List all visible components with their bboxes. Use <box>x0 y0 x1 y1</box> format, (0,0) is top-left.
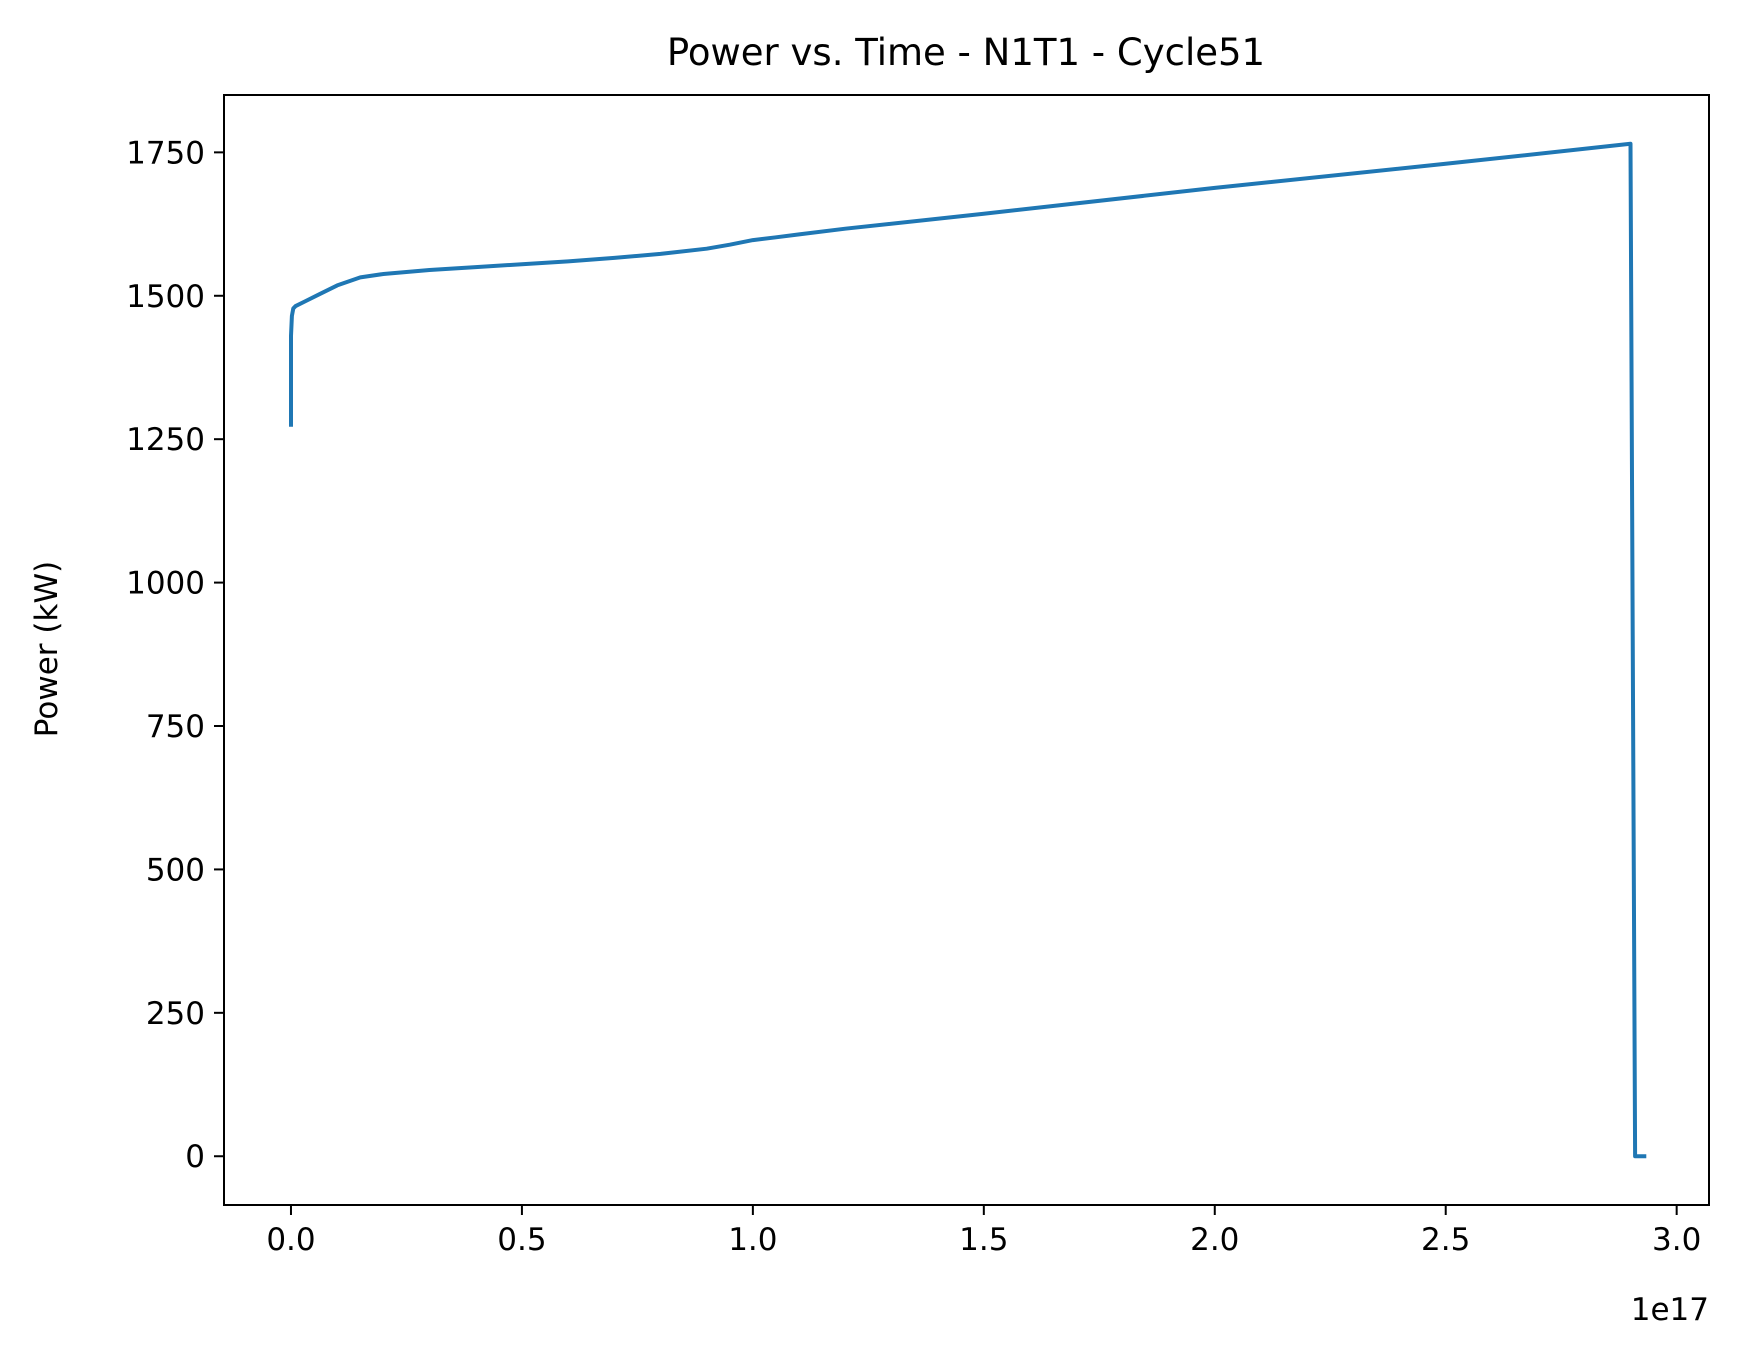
chart-title: Power vs. Time - N1T1 - Cycle51 <box>667 31 1265 74</box>
y-tick-label: 1750 <box>126 135 205 171</box>
y-tick-label: 0 <box>185 1139 205 1175</box>
x-tick-label: 2.0 <box>1190 1222 1239 1258</box>
plot-area <box>289 141 1647 1159</box>
y-axis-ticks: 0 250 500 750 1000 1250 1500 1750 <box>126 135 224 1175</box>
y-tick-label: 1000 <box>126 566 205 602</box>
y-tick-label: 1500 <box>126 279 205 315</box>
x-tick-label: 0.5 <box>497 1222 546 1258</box>
y-axis-label: Power (kW) <box>29 561 65 737</box>
x-tick-label: 0.0 <box>266 1222 315 1258</box>
x-axis-offset-label: 1e17 <box>1631 1292 1709 1328</box>
x-axis-ticks: 0.0 0.5 1.0 1.5 2.0 2.5 3.0 <box>266 1205 1701 1258</box>
x-tick-label: 2.5 <box>1421 1222 1470 1258</box>
y-tick-label: 750 <box>146 709 205 745</box>
x-tick-label: 1.5 <box>959 1222 1008 1258</box>
x-tick-label: 3.0 <box>1652 1222 1701 1258</box>
axes-frame <box>223 94 1710 1206</box>
x-tick-label: 1.0 <box>728 1222 777 1258</box>
y-tick-label: 1250 <box>126 422 205 458</box>
series-line-0 <box>289 141 1647 1159</box>
y-tick-label: 500 <box>146 852 205 888</box>
y-tick-label: 250 <box>146 996 205 1032</box>
